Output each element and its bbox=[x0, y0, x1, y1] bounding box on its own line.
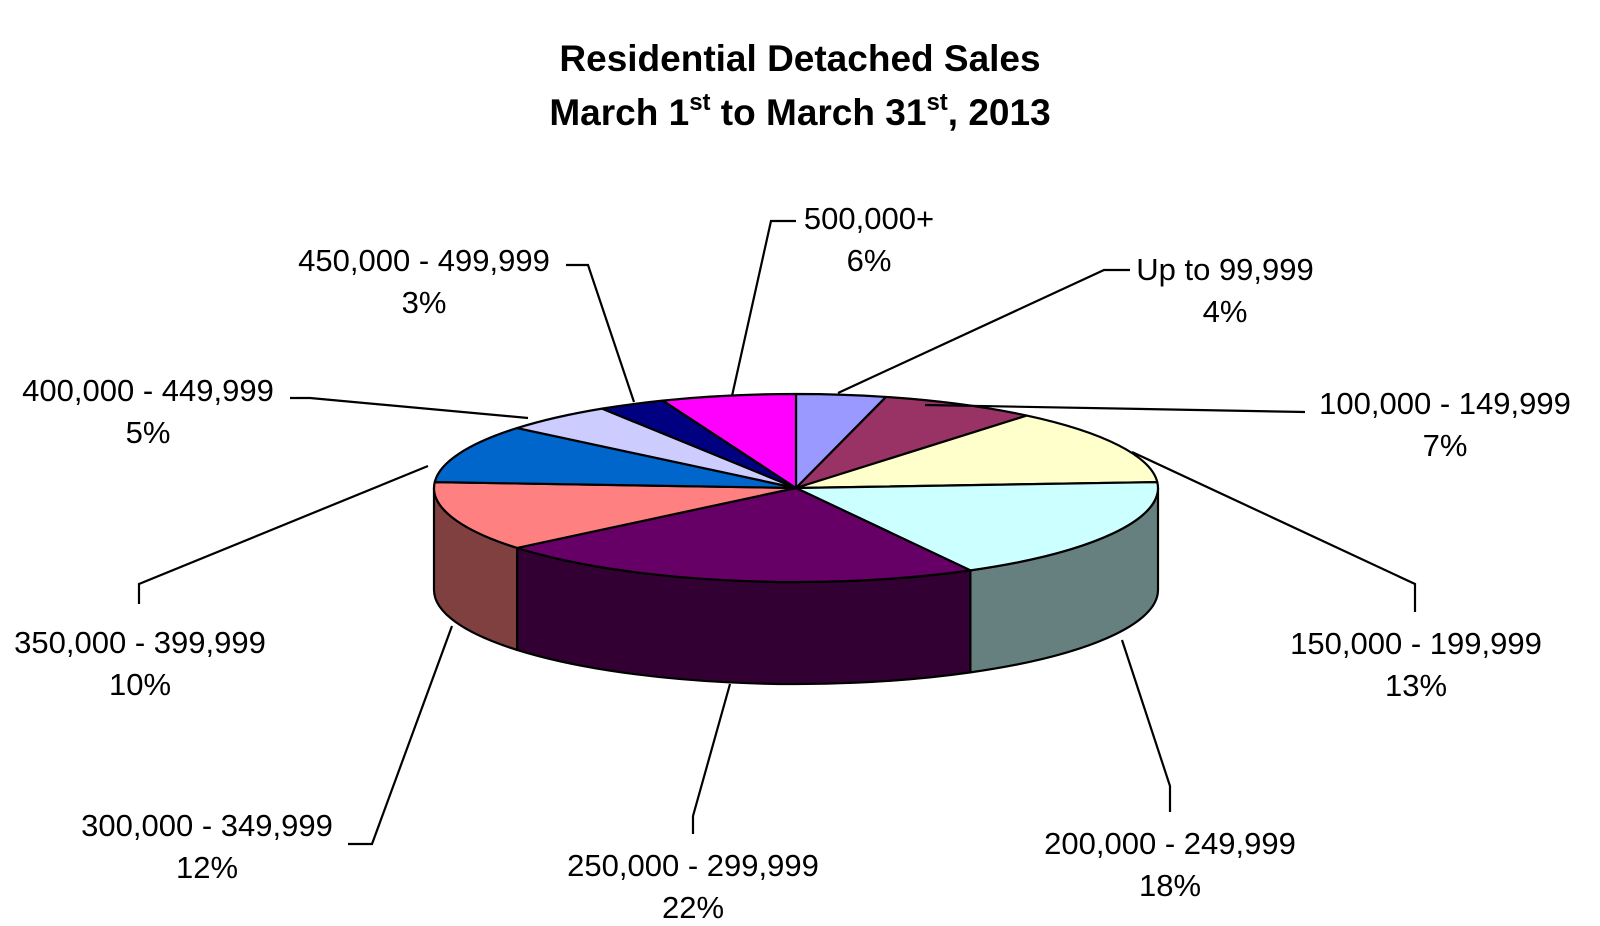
title-part-a: March 1 bbox=[549, 92, 690, 133]
title-part-c: , 2013 bbox=[947, 92, 1051, 133]
slice-label-200-000-249-999: 200,000 - 249,999 bbox=[1044, 826, 1296, 861]
leader-line-400-000-449-999 bbox=[290, 396, 529, 420]
slice-100-000-149-999 bbox=[794, 395, 1028, 490]
leader-line-350-000-399-999 bbox=[137, 464, 429, 604]
leader-line-450-000-499-999 bbox=[566, 263, 636, 403]
slice-label-up-to-99-999: Up to 99,999 bbox=[1136, 252, 1314, 287]
leader-line-200-000-249-999 bbox=[1120, 639, 1172, 812]
slice-label-250-000-299-999: 250,000 - 299,999 bbox=[567, 848, 819, 883]
slice-250-000-299-999 bbox=[515, 486, 972, 584]
slice-label-500-000: 500,000+ bbox=[804, 201, 934, 236]
slice-label-400-000-449-999: 400,000 - 449,999 bbox=[22, 373, 274, 408]
leader-line-100-000-149-999 bbox=[924, 403, 1306, 414]
slice-labels: Up to 99,999 4% 100,000 - 149,999 7% 150,000… bbox=[14, 201, 1571, 925]
slice-200-000-249-999 bbox=[794, 480, 1160, 572]
slice-percent-350-000-399-999: 10% bbox=[109, 667, 171, 702]
slice-percent-400-000-449-999: 5% bbox=[126, 415, 171, 450]
slice-percent-up-to-99-999: 4% bbox=[1203, 294, 1248, 329]
slice-percent-100-000-149-999: 7% bbox=[1423, 428, 1468, 463]
leader-line-300-000-349-999 bbox=[348, 625, 454, 846]
slice-percent-200-000-249-999: 18% bbox=[1139, 868, 1201, 903]
slice-percent-150-000-199-999: 13% bbox=[1385, 668, 1447, 703]
chart-title-line2: March 1st to March 31st, 2013 bbox=[0, 91, 1600, 133]
leader-line-500-000 bbox=[730, 219, 796, 397]
leader-line-250-000-299-999 bbox=[691, 683, 732, 834]
slice-label-100-000-149-999: 100,000 - 149,999 bbox=[1319, 386, 1571, 421]
slice-350-000-399-999 bbox=[433, 426, 798, 490]
slice-percent-300-000-349-999: 12% bbox=[176, 850, 238, 885]
slice-percent-250-000-299-999: 22% bbox=[662, 890, 724, 925]
leader-line-up-to-99-999 bbox=[837, 268, 1130, 394]
slice-percent-500-000: 6% bbox=[847, 243, 892, 278]
pie-sides bbox=[432, 486, 1160, 686]
chart-title-line1: Residential Detached Sales bbox=[559, 38, 1041, 79]
slice-150-000-199-999 bbox=[794, 414, 1159, 490]
slice-300-000-349-999 bbox=[432, 480, 798, 550]
slice-percent-450-000-499-999: 3% bbox=[402, 285, 447, 320]
title-superscript-1: st bbox=[689, 89, 711, 116]
slice-label-150-000-199-999: 150,000 - 199,999 bbox=[1290, 626, 1542, 661]
slice-label-450-000-499-999: 450,000 - 499,999 bbox=[298, 243, 550, 278]
title-superscript-2: st bbox=[926, 89, 948, 116]
pie-tops bbox=[432, 392, 1160, 584]
slice-500-000 bbox=[661, 392, 798, 490]
title-part-b: to March 31 bbox=[710, 92, 927, 133]
slice-label-300-000-349-999: 300,000 - 349,999 bbox=[81, 808, 333, 843]
leader-lines bbox=[137, 219, 1417, 846]
leader-line-150-000-199-999 bbox=[1131, 451, 1417, 612]
slice-label-350-000-399-999: 350,000 - 399,999 bbox=[14, 625, 266, 660]
